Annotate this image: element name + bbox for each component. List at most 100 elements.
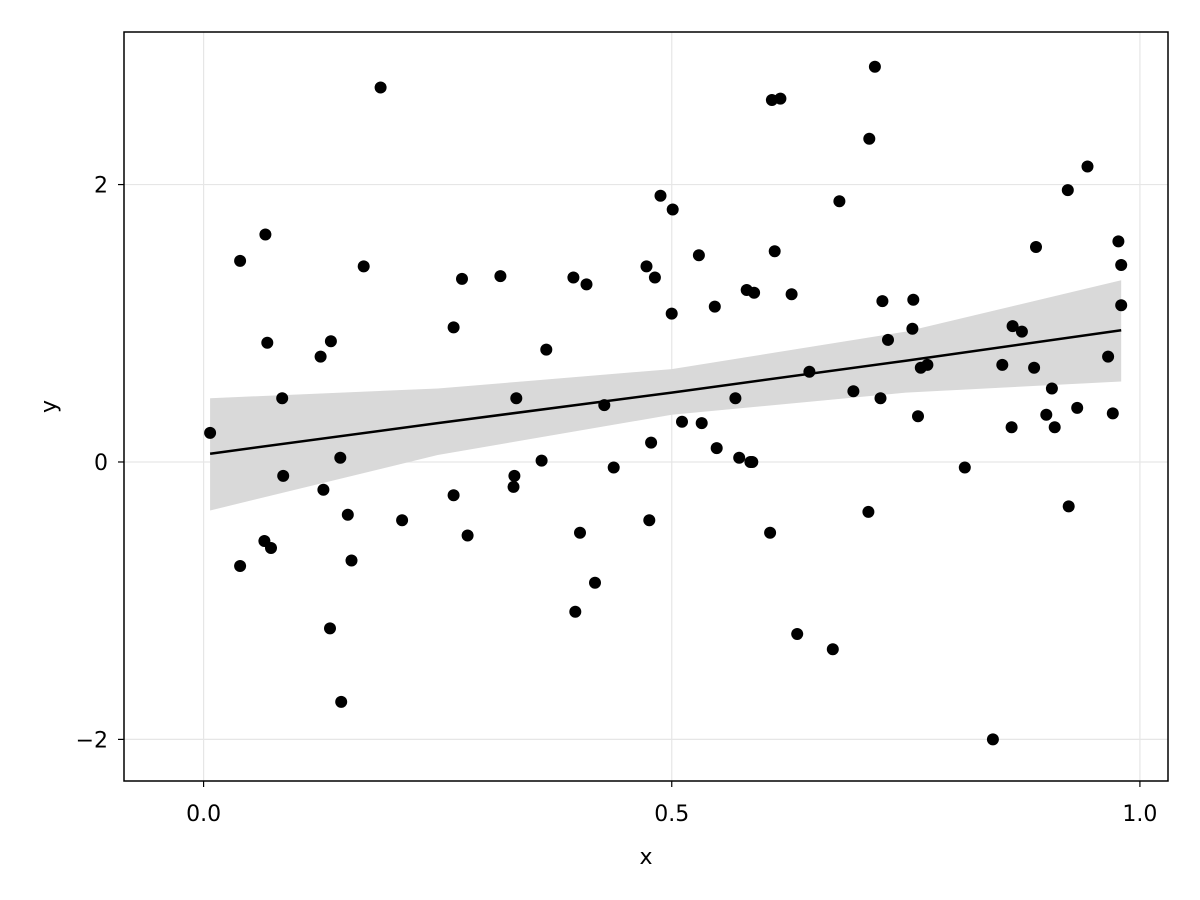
data-point — [862, 505, 875, 518]
data-point — [695, 417, 708, 430]
data-point — [234, 254, 247, 267]
data-point — [958, 461, 971, 474]
ticks-layer: 0.0 0.5 1.0 −2 0 2 — [76, 174, 1158, 827]
data-point — [1115, 299, 1128, 312]
data-point — [654, 189, 667, 202]
data-point — [912, 410, 924, 423]
fit-line — [209, 328, 1122, 455]
data-point — [341, 508, 354, 521]
x-tick-label: 0.0 — [186, 802, 221, 827]
data-point — [907, 293, 920, 306]
data-point — [1048, 421, 1061, 434]
data-point — [676, 415, 688, 428]
data-point — [1115, 259, 1128, 271]
data-point — [265, 542, 277, 554]
data-point — [1040, 408, 1053, 421]
x-axis-title: x — [639, 845, 652, 870]
data-point — [335, 695, 348, 708]
y-tick-label: −2 — [76, 728, 108, 753]
data-point — [692, 249, 705, 262]
data-point — [640, 260, 653, 273]
data-point — [1106, 407, 1119, 420]
data-point — [921, 358, 934, 371]
data-point — [868, 60, 881, 73]
y-tick-label: 2 — [94, 174, 108, 199]
data-point — [324, 622, 336, 635]
data-point — [1030, 241, 1042, 253]
data-point — [396, 514, 409, 527]
data-point — [665, 307, 678, 320]
data-point — [906, 322, 919, 335]
data-point — [1045, 382, 1058, 395]
x-tick-label: 1.0 — [1122, 802, 1157, 827]
x-tick-label: 0.5 — [654, 802, 689, 827]
data-point — [567, 271, 580, 284]
data-point — [643, 514, 656, 527]
data-point — [803, 365, 816, 378]
data-point — [1006, 320, 1019, 333]
data-point — [746, 456, 759, 468]
data-point — [277, 469, 290, 482]
data-point — [589, 576, 601, 589]
data-point — [1071, 401, 1084, 414]
data-point — [317, 483, 330, 496]
data-point — [508, 469, 521, 482]
data-point — [764, 526, 777, 539]
data-point — [540, 343, 553, 356]
data-point — [748, 286, 761, 299]
data-point — [729, 392, 742, 405]
data-point — [666, 203, 679, 216]
data-point — [345, 554, 358, 567]
data-point — [648, 271, 661, 284]
data-point — [494, 270, 507, 283]
fit-line-layer — [209, 328, 1122, 455]
data-point — [785, 288, 798, 301]
data-point — [1081, 160, 1094, 173]
data-point — [791, 628, 804, 640]
data-point — [334, 451, 347, 464]
data-point — [708, 300, 721, 313]
data-point — [461, 529, 474, 542]
y-axis-title: y — [37, 400, 62, 413]
data-point — [374, 81, 387, 94]
data-point — [733, 451, 746, 464]
data-point — [607, 461, 620, 474]
data-point — [863, 132, 876, 145]
data-point — [1102, 350, 1115, 363]
data-point — [833, 195, 846, 208]
points-layer — [204, 60, 1128, 746]
data-point — [874, 392, 887, 405]
data-point — [1005, 421, 1018, 434]
data-point — [876, 295, 889, 308]
confidence-band — [210, 280, 1122, 511]
data-point — [996, 358, 1009, 371]
data-point — [826, 643, 839, 656]
data-point — [574, 526, 586, 539]
y-tick-label: 0 — [94, 451, 108, 476]
data-point — [774, 92, 787, 105]
plot-frame — [123, 31, 1169, 782]
data-point — [882, 333, 894, 346]
data-point — [598, 399, 611, 412]
data-point — [768, 245, 781, 258]
data-point — [276, 392, 289, 405]
data-point — [847, 385, 860, 398]
confidence-band-layer — [210, 280, 1122, 511]
data-point — [314, 350, 327, 363]
data-point — [645, 436, 658, 449]
data-point — [986, 733, 999, 746]
data-point — [1061, 184, 1074, 197]
data-point — [569, 605, 582, 618]
data-point — [510, 392, 523, 405]
data-point — [1015, 325, 1028, 338]
data-point — [261, 336, 274, 349]
data-point — [710, 442, 723, 455]
data-point — [456, 272, 468, 285]
data-point — [204, 426, 217, 439]
data-point — [259, 228, 272, 241]
data-point — [507, 480, 520, 493]
data-point — [324, 335, 337, 348]
data-point — [1112, 235, 1125, 248]
